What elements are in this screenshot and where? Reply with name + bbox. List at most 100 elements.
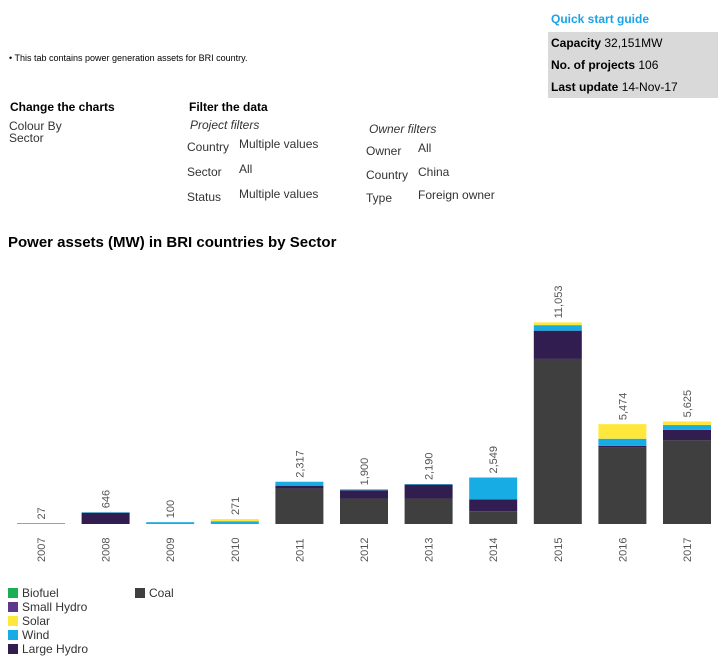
total-label-2013: 2,190 [424,453,436,481]
last-update-stat: Last update 14-Nov-17 [548,76,718,98]
capacity-label: Capacity [551,36,602,50]
filter-data-heading: Filter the data [189,100,268,114]
bar-wind-2014[interactable] [469,477,518,500]
owner-country-label: Country [366,168,409,182]
projects-stat: No. of projects 106 [548,54,718,76]
legend-label-coal: Coal [149,586,174,600]
owner-label: Owner [366,144,402,158]
chart-title: Power assets (MW) in BRI countries by Se… [8,234,337,251]
legend-swatch-biofuel [8,588,18,598]
colour-by-select[interactable]: Sector [9,131,44,145]
bar-wind-2011[interactable] [275,481,324,486]
project-sector-filter[interactable]: All [239,162,253,176]
legend-label-solar: Solar [22,614,51,628]
bar-coal-2012[interactable] [340,498,388,524]
x-tick-2010: 2010 [230,538,242,562]
x-tick-2011: 2011 [294,538,306,562]
legend-swatch-solar [8,616,18,626]
bar-wind-2015[interactable] [533,325,582,331]
quick-start-guide-link[interactable]: Quick start guide [551,12,650,26]
x-tick-2008: 2008 [101,538,113,562]
bar-wind-2010[interactable] [210,521,259,524]
legend-swatch-wind [8,630,18,640]
project-country-label: Country [187,140,230,154]
x-tick-2014: 2014 [488,538,500,562]
bullet-icon: • [9,53,13,63]
total-label-2008: 646 [101,490,113,508]
owner-country-filter[interactable]: China [418,165,450,179]
bar-coal-2015[interactable] [533,358,582,524]
bar-coal-2013[interactable] [404,498,453,524]
total-label-2010: 271 [230,497,242,515]
bar-wind-2009[interactable] [146,522,195,524]
x-tick-2013: 2013 [424,538,436,562]
owner-type-label: Type [366,191,393,205]
legend-item-wind[interactable]: Wind [8,628,49,642]
x-tick-2009: 2009 [165,538,177,562]
legend-swatch-small-hydro [8,602,18,612]
bar-large-hydro-2011[interactable] [275,485,324,489]
legend-label-small-hydro: Small Hydro [22,600,88,614]
last-update-value: 14-Nov-17 [621,80,678,94]
total-label-2009: 100 [165,500,177,518]
total-label-2016: 5,474 [617,393,629,421]
legend-item-solar[interactable]: Solar [8,614,50,628]
bar-large-hydro-2015[interactable] [533,330,582,359]
stacked-bar-chart: 27 2007 646 2008 100 2009 271 2010 2,317 2011 1,90… [17,286,711,562]
bar-solar-2017[interactable] [663,421,711,426]
legend-item-coal[interactable]: Coal [135,586,174,600]
bar-wind-2016[interactable] [598,438,647,446]
change-charts-heading: Change the charts [10,100,115,114]
total-label-2015: 11,053 [553,286,565,319]
capacity-value: 32,151MW [604,36,663,50]
x-tick-2017: 2017 [682,538,694,562]
legend-label-large-hydro: Large Hydro [22,642,89,656]
bar-large-hydro-2012[interactable] [340,490,388,499]
owner-filter[interactable]: All [418,141,432,155]
bar-large-hydro-2017[interactable] [663,429,711,441]
x-tick-2007: 2007 [36,538,48,562]
bar-solar-2010[interactable] [210,519,259,522]
legend-swatch-coal [135,588,145,598]
x-tick-2012: 2012 [359,538,371,562]
bar-coal-2011[interactable] [275,488,324,524]
colour-by-label: Colour By [9,119,62,133]
bar-large-hydro-2013[interactable] [404,484,453,499]
total-label-2011: 2,317 [294,450,306,478]
x-tick-2015: 2015 [553,538,565,562]
bar-coal-2014[interactable] [469,511,518,524]
project-status-filter[interactable]: Multiple values [239,187,319,201]
bar-solar-2016[interactable] [598,424,647,439]
bar-solar-2015[interactable] [533,322,582,326]
legend-label-wind: Wind [22,628,50,642]
bar-wind-2017[interactable] [663,425,711,430]
bar-large-hydro-2008[interactable] [81,512,130,524]
bar-large-hydro-2014[interactable] [469,499,518,512]
project-sector-label: Sector [187,165,222,179]
bar-wind-2012[interactable] [340,489,388,491]
projects-value: 106 [638,58,659,72]
info-note-text: This tab contains power generation asset… [14,53,248,63]
legend-item-small-hydro[interactable]: Small Hydro [8,600,87,614]
last-update-label: Last update [551,80,619,94]
bar-coal-2017[interactable] [663,440,711,524]
x-tick-2016: 2016 [617,538,629,562]
total-label-2012: 1,900 [359,458,371,486]
project-status-label: Status [187,190,222,204]
legend-item-biofuel[interactable]: Biofuel [8,586,59,600]
project-country-filter[interactable]: Multiple values [239,137,319,151]
capacity-stat: Capacity 32,151MW [548,32,718,54]
legend-item-large-hydro[interactable]: Large Hydro [8,642,88,656]
legend-swatch-large-hydro [8,644,18,654]
bar-coal-2016[interactable] [598,447,647,524]
bar-large-hydro-2016[interactable] [598,445,647,448]
info-note: • This tab contains power generation ass… [9,53,247,63]
total-label-2017: 5,625 [682,390,694,418]
legend-label-biofuel: Biofuel [22,586,59,600]
owner-type-filter[interactable]: Foreign owner [418,188,495,202]
projects-label: No. of projects [551,58,636,72]
owner-filters-heading: Owner filters [369,122,437,136]
bar-wind-2013[interactable] [404,484,453,485]
total-label-2007: 27 [36,507,48,519]
total-label-2014: 2,549 [488,446,500,474]
